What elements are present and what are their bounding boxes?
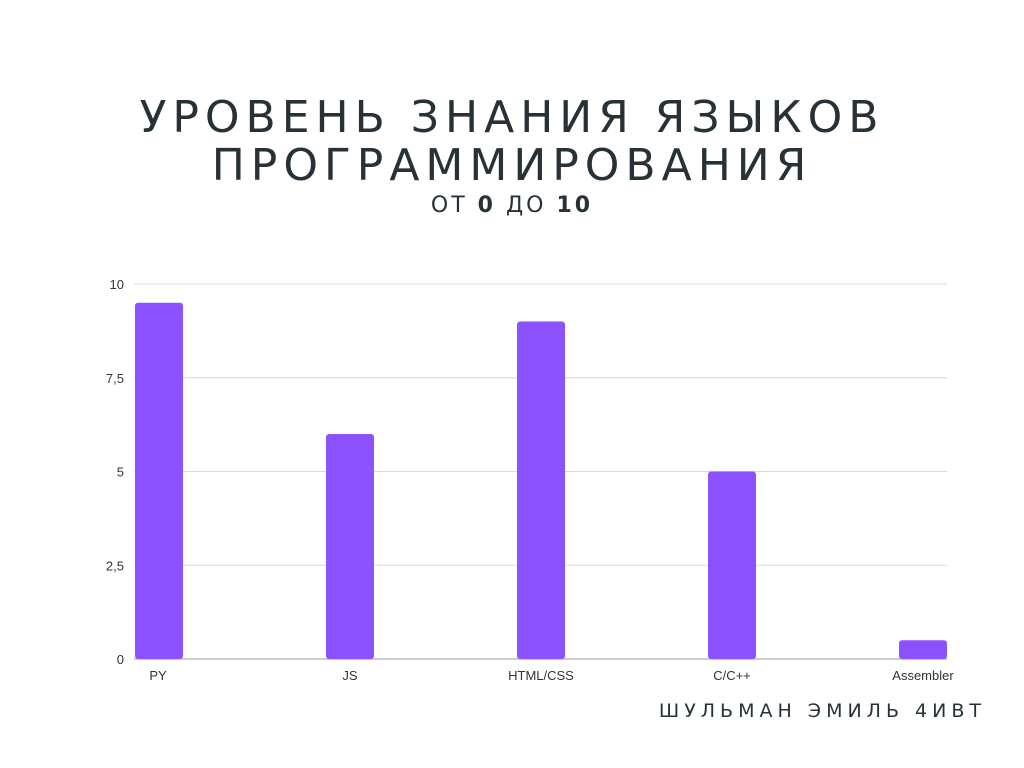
bar-html-css bbox=[517, 321, 565, 659]
x-tick-label: HTML/CSS bbox=[508, 668, 574, 683]
x-tick-label: JS bbox=[342, 668, 358, 683]
x-tick-label: Assembler bbox=[892, 668, 954, 683]
chart-title-line-1: УРОВЕНЬ ЗНАНИЯ ЯЗЫКОВ bbox=[139, 92, 885, 143]
x-tick-label: PY bbox=[149, 668, 167, 683]
y-tick-label: 2,5 bbox=[106, 558, 124, 573]
bar-c-c- bbox=[708, 471, 756, 659]
subtitle-prefix: ОТ bbox=[430, 193, 478, 218]
chart-subtitle: ОТ 0 ДО 10 bbox=[0, 193, 1024, 218]
chart-title-line-2: ПРОГРАММИРОВАНИЯ bbox=[211, 140, 813, 191]
author-caption: ШУЛЬМАН ЭМИЛЬ 4ИВТ bbox=[658, 700, 986, 722]
y-tick-label: 5 bbox=[117, 465, 124, 480]
bar-assembler bbox=[899, 640, 947, 659]
bar-js bbox=[326, 434, 374, 659]
x-tick-label: C/C++ bbox=[713, 668, 751, 683]
bar-chart: 0 2,5 5 7,5 10 PY JS HTML/CSS C/C++ Assembler bbox=[106, 277, 954, 683]
subtitle-from: 0 bbox=[477, 193, 496, 218]
subtitle-to: 10 bbox=[556, 193, 594, 218]
subtitle-middle: ДО bbox=[495, 193, 557, 218]
y-tick-label: 0 bbox=[117, 652, 124, 667]
bar-layer bbox=[135, 302, 947, 659]
label-layer: 0 2,5 5 7,5 10 PY JS HTML/CSS C/C++ Assembler bbox=[106, 277, 954, 683]
y-tick-label: 7,5 bbox=[106, 371, 124, 386]
y-tick-label: 10 bbox=[110, 277, 124, 292]
bar-py bbox=[135, 302, 183, 659]
